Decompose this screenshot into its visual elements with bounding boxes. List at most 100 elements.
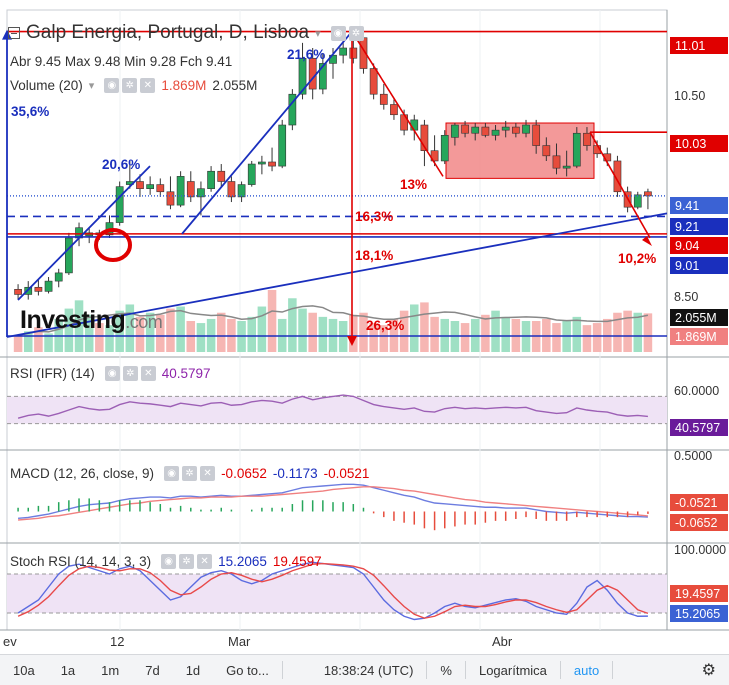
eye-icon[interactable]: ◉	[330, 25, 346, 41]
volume-bar	[430, 316, 439, 352]
settings-gear-icon[interactable]: ⚙	[701, 662, 716, 679]
annotation-16-3: 16,3%	[355, 209, 394, 224]
close-icon[interactable]: ✕	[197, 554, 213, 569]
macd-tag-a: -0.0521	[670, 494, 728, 511]
range-10a-button[interactable]: 10a	[13, 662, 35, 678]
stoch-axis-top: 100.0000	[674, 543, 727, 557]
candle-body	[613, 160, 622, 193]
candle-body	[258, 161, 266, 165]
time-tick: 12	[110, 634, 125, 649]
volume-bar	[349, 314, 358, 352]
eye-icon[interactable]: ◉	[161, 554, 177, 569]
percent-button[interactable]: %	[440, 662, 452, 678]
gear-icon[interactable]: ✲	[122, 366, 138, 381]
price-tag-vol-1: 2.055M	[670, 309, 728, 326]
candle-body	[54, 272, 63, 282]
annotation-10-2: 10,2%	[618, 251, 657, 266]
chevron-down-icon[interactable]: ▾	[88, 80, 95, 92]
open-label: Abr	[10, 54, 32, 69]
bottom-toolbar: 10a 1a 1m 7d 1d Go to... 18:38:24 (UTC) …	[0, 654, 729, 685]
auto-button[interactable]: auto	[573, 662, 600, 678]
price-tag-vol-2: 1.869M	[670, 328, 728, 345]
eye-icon[interactable]: ◉	[104, 78, 120, 93]
investing-logo: Investing.com	[20, 306, 163, 335]
volume-bar	[501, 316, 510, 352]
volume-bar	[23, 331, 33, 352]
gear-icon[interactable]: ✲	[182, 466, 198, 481]
range-1a-button[interactable]: 1a	[60, 662, 76, 678]
candle-body	[278, 124, 287, 167]
volume-bar	[34, 327, 43, 352]
chevron-down-icon[interactable]: ▾	[315, 27, 321, 40]
volume-bar	[64, 308, 74, 352]
candle-body	[217, 170, 226, 182]
rsi-value: 40.5797	[161, 366, 211, 381]
chart-title: Galp Energia, Portugal, D, Lisboa	[26, 22, 310, 43]
range-1d-button[interactable]: 1d	[185, 662, 201, 678]
goto-button[interactable]: Go to...	[226, 662, 269, 678]
candle-body	[451, 124, 459, 138]
arrow-head	[347, 336, 357, 346]
close-value: 9.41	[206, 54, 233, 69]
eye-icon[interactable]: ◉	[104, 366, 120, 381]
low-value: 9.28	[149, 54, 176, 69]
volume-bar	[125, 304, 135, 352]
candle-body	[227, 181, 236, 198]
candle-body	[146, 184, 154, 189]
gear-icon[interactable]: ✲	[179, 554, 195, 569]
volume-bar	[196, 323, 206, 352]
time-tick: Mar	[228, 634, 251, 649]
candle-body	[491, 129, 500, 136]
candle-body	[176, 176, 185, 206]
collapse-icon[interactable]	[8, 27, 20, 39]
divider	[426, 661, 428, 679]
close-icon[interactable]: ✕	[140, 78, 156, 93]
close-label: Fch	[179, 54, 203, 69]
volume-bar	[156, 314, 165, 352]
trend-line-up-1	[17, 165, 151, 301]
range-1m-button[interactable]: 1m	[101, 662, 120, 678]
macd-line	[18, 483, 648, 519]
candle-body	[247, 163, 256, 185]
arrow-head	[642, 236, 652, 246]
volume-bar	[13, 335, 23, 352]
candle-body	[552, 155, 561, 169]
high-value: 9.48	[94, 54, 121, 69]
stoch-d-line	[17, 562, 649, 619]
gear-icon[interactable]: ✲	[122, 78, 138, 93]
macd-legend: MACD (12, 26, close, 9) ◉ ✲ ✕ -0.0652 -0…	[10, 466, 369, 481]
candle-body	[298, 57, 307, 95]
chart-header: Galp Energia, Portugal, D, Lisboa ▾ ◉ ✲	[8, 22, 364, 44]
macd-tag-b: -0.0652	[670, 514, 728, 531]
volume-bar	[166, 308, 175, 352]
volume-bar	[481, 314, 490, 352]
price-tag-9-41: 9.41	[670, 197, 728, 214]
log-button[interactable]: Logarítmica	[478, 662, 547, 678]
volume-legend: Volume (20) ▾ ◉ ✲ ✕ 1.869M 2.055M	[10, 78, 257, 93]
candle-body	[644, 191, 652, 197]
time-tick: Abr	[492, 634, 513, 649]
range-7d-button[interactable]: 7d	[145, 662, 160, 678]
divider	[559, 661, 561, 679]
candle-body	[532, 124, 541, 146]
candle-body	[542, 145, 551, 157]
candle-body	[268, 161, 276, 167]
candle-body	[308, 57, 317, 90]
candle-body	[186, 181, 195, 198]
close-icon[interactable]: ✕	[200, 466, 216, 481]
eye-icon[interactable]: ◉	[164, 466, 180, 481]
volume-bar	[105, 325, 114, 352]
volume-bar	[359, 312, 368, 352]
candle-body	[197, 188, 205, 198]
candle-body	[410, 119, 419, 131]
indicator-band	[7, 574, 667, 613]
gear-icon[interactable]: ✲	[348, 25, 364, 41]
volume-bar	[410, 304, 419, 352]
annotation-18-1: 18,1%	[355, 248, 394, 263]
candle-body	[237, 184, 246, 198]
time-tick: ev	[3, 634, 17, 649]
close-icon[interactable]: ✕	[140, 366, 156, 381]
annotation-26-3: 26,3%	[366, 318, 405, 333]
volume-bar	[84, 314, 94, 352]
volume-bar	[288, 298, 297, 352]
